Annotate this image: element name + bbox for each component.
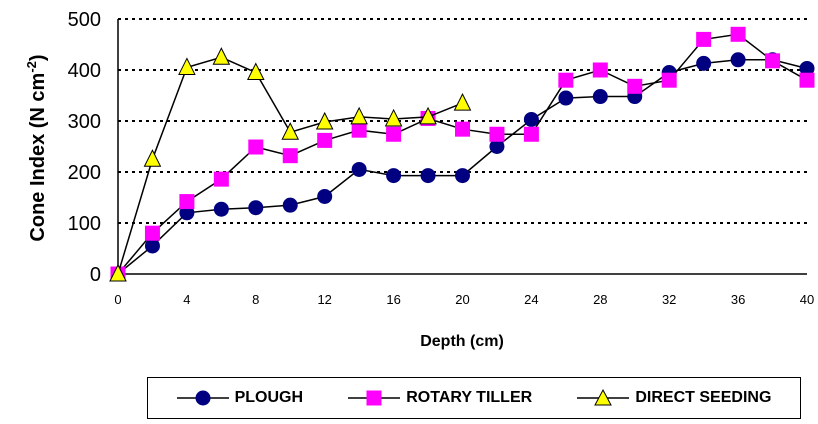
x-axis-title: Depth (cm) xyxy=(420,333,504,350)
point-plough-10 xyxy=(282,197,298,213)
point-rotary-tiller-20 xyxy=(455,121,470,137)
point-plough-16 xyxy=(386,168,402,184)
y-axis-title-superscript: -2 xyxy=(24,61,39,73)
legend-swatch-plough xyxy=(176,390,229,406)
point-rotary-tiller-16 xyxy=(386,126,402,142)
point-plough-28 xyxy=(592,89,608,105)
y-tick-label-400: 400 xyxy=(68,60,101,82)
y-tick-label-100: 100 xyxy=(68,213,101,235)
point-rotary-tiller-36 xyxy=(730,26,746,42)
point-direct-seeding-14 xyxy=(350,106,368,125)
point-rotary-tiller-40 xyxy=(799,72,815,88)
point-rotary-tiller-22 xyxy=(489,126,505,142)
point-plough-2 xyxy=(144,238,160,254)
point-rotary-tiller-2 xyxy=(144,225,160,241)
point-plough-40 xyxy=(799,60,815,76)
point-rotary-tiller-32 xyxy=(661,72,677,88)
point-direct-seeding-16 xyxy=(384,108,403,127)
point-rotary-tiller-10 xyxy=(282,148,298,164)
grid-lines xyxy=(118,18,807,224)
point-plough-34 xyxy=(696,55,712,71)
point-direct-seeding-4 xyxy=(178,57,196,75)
point-plough-26 xyxy=(558,90,574,106)
point-plough-18 xyxy=(420,168,436,184)
legend-item-direct-seeding: DIRECT SEEDING xyxy=(577,388,771,408)
point-rotary-tiller-30 xyxy=(627,78,643,94)
x-tick-label-36: 36 xyxy=(731,292,745,307)
legend-label-direct-seeding: DIRECT SEEDING xyxy=(635,389,772,406)
point-direct-seeding-2 xyxy=(143,149,162,167)
point-rotary-tiller-12 xyxy=(317,132,333,148)
x-tick-label-8: 8 xyxy=(252,292,259,307)
point-rotary-tiller-34 xyxy=(696,31,712,47)
x-tick-label-20: 20 xyxy=(455,292,469,307)
y-tick-label-0: 0 xyxy=(90,264,101,286)
point-direct-seeding-10 xyxy=(281,122,300,140)
legend-label-rotary-tiller: ROTARY TILLER xyxy=(406,389,533,406)
x-tick-label-28: 28 xyxy=(593,292,607,307)
point-direct-seeding-18 xyxy=(419,106,437,125)
point-rotary-tiller-8 xyxy=(248,139,264,155)
point-plough-12 xyxy=(317,188,333,204)
square-marker-icon xyxy=(366,390,382,406)
x-tick-label-4: 4 xyxy=(183,292,190,307)
point-plough-20 xyxy=(455,168,470,184)
point-direct-seeding-6 xyxy=(212,47,231,65)
point-direct-seeding-8 xyxy=(246,62,265,81)
point-plough-14 xyxy=(351,161,367,177)
legend-swatch-direct-seeding xyxy=(577,388,630,406)
x-tick-label-12: 12 xyxy=(317,292,331,307)
circle-marker-icon xyxy=(195,390,211,406)
series-direct-seeding xyxy=(109,47,472,282)
axes xyxy=(117,19,807,275)
legend-item-rotary-tiller: ROTARY TILLER xyxy=(348,388,532,408)
point-rotary-tiller-24 xyxy=(523,126,539,142)
series-group xyxy=(109,26,815,282)
series-line-plough xyxy=(117,59,808,275)
x-tick-label-40: 40 xyxy=(800,292,814,307)
y-tick-labels: 0 100 200 300 400 500 xyxy=(68,9,101,286)
legend-item-plough: PLOUGH xyxy=(176,388,304,408)
point-rotary-tiller-28 xyxy=(592,62,608,78)
x-tick-label-32: 32 xyxy=(662,292,676,307)
x-tick-label-16: 16 xyxy=(386,292,400,307)
series-plough xyxy=(110,52,815,282)
legend-swatch-rotary-tiller xyxy=(348,390,401,406)
point-plough-22 xyxy=(489,139,505,154)
point-rotary-tiller-26 xyxy=(558,72,574,88)
y-axis-title: Cone Index (N cm-2) xyxy=(24,54,49,241)
point-rotary-tiller-38 xyxy=(765,53,781,69)
point-direct-seeding-0 xyxy=(109,263,127,282)
x-tick-label-0: 0 xyxy=(114,292,121,307)
y-tick-label-200: 200 xyxy=(68,162,101,184)
point-rotary-tiller-14 xyxy=(351,122,367,138)
point-rotary-tiller-6 xyxy=(213,171,229,187)
legend-label-plough: PLOUGH xyxy=(234,389,304,406)
y-tick-label-300: 300 xyxy=(68,111,101,133)
legend: PLOUGH ROTARY TILLER DIRECT SEEDING xyxy=(147,377,801,419)
point-plough-8 xyxy=(248,200,264,216)
chart: 0 100 200 300 400 500 0 4 8 12 16 20 24 28 32 36 40 Dep… xyxy=(24,9,815,350)
point-rotary-tiller-4 xyxy=(179,194,195,210)
x-tick-labels: 0 4 8 12 16 20 24 28 32 36 40 xyxy=(114,292,814,307)
y-axis-title-main: Cone Index (N cm xyxy=(27,73,49,242)
point-plough-6 xyxy=(213,201,229,217)
point-plough-36 xyxy=(730,52,746,68)
point-plough-24 xyxy=(523,111,539,127)
y-axis-title-end: ) xyxy=(27,54,49,61)
x-tick-label-24: 24 xyxy=(524,292,538,307)
triangle-marker-icon xyxy=(594,388,613,406)
point-direct-seeding-20 xyxy=(453,93,472,111)
series-line-direct-seeding xyxy=(117,56,463,275)
point-direct-seeding-12 xyxy=(315,111,334,130)
y-tick-label-500: 500 xyxy=(68,9,101,31)
